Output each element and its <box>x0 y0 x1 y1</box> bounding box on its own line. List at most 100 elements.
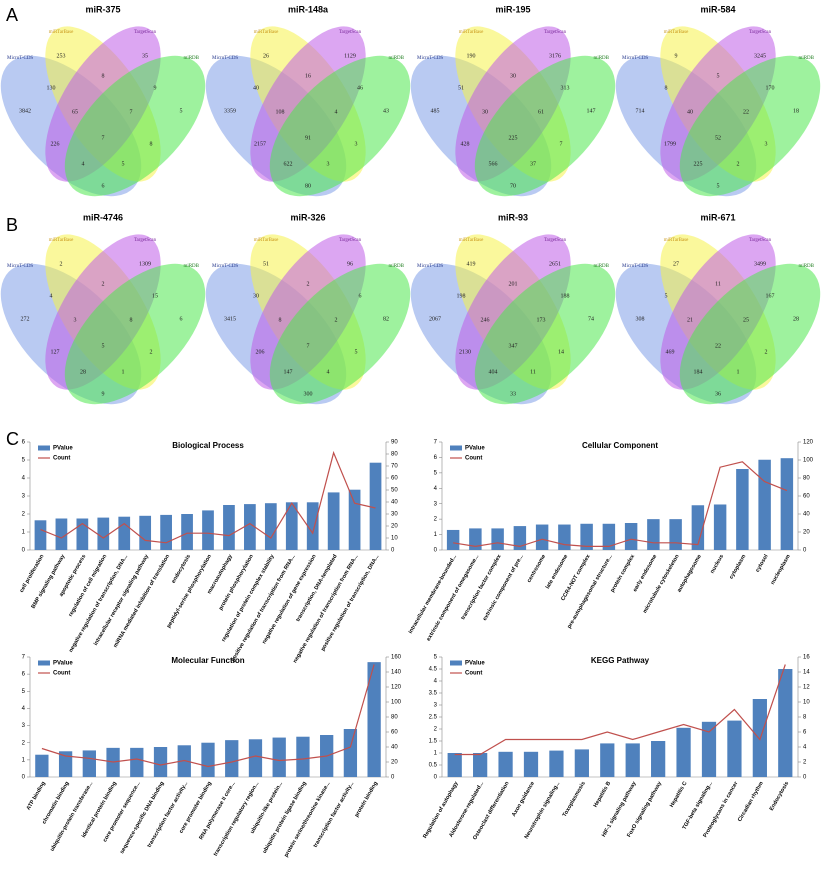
x-tick-label: autophagosome <box>676 554 702 594</box>
bar <box>264 503 277 550</box>
venn-count: 51 <box>458 85 464 91</box>
venn-count: 5 <box>717 183 720 189</box>
venn-count: 36 <box>715 391 721 397</box>
bar <box>736 469 749 550</box>
venn-title: miR-4746 <box>83 212 123 222</box>
bar <box>446 529 460 550</box>
x-tick-label: transcription, DNA-templated <box>295 554 338 623</box>
y-tick-label: 3 <box>22 494 26 500</box>
y-tick-label: 0.5 <box>429 763 438 769</box>
venn-count: 3 <box>355 141 358 147</box>
y2-tick-label: 14 <box>803 670 810 676</box>
venn-diagram: miR-93 MicroT-CDS miRTarBase TargetScan miRD… <box>410 212 616 405</box>
venn-set-label: TargetScan <box>544 238 567 243</box>
bar <box>625 743 640 777</box>
bar <box>181 514 193 550</box>
legend-label: PValue <box>465 446 485 452</box>
venn-set-label: TargetScan <box>339 30 362 35</box>
x-tick-label: transcription regulatory region... <box>213 780 261 857</box>
y2-tick-label: 40 <box>391 500 398 506</box>
y2-tick-label: 0 <box>391 775 395 781</box>
x-tick-label: nucleoplasm <box>770 554 792 586</box>
y2-tick-label: 20 <box>803 530 810 536</box>
venn-set-label: miRDB <box>798 56 814 61</box>
bar <box>624 523 638 550</box>
y2-tick-label: 80 <box>803 476 810 482</box>
venn-count: 74 <box>588 316 594 322</box>
bar <box>676 727 691 777</box>
venn-count: 246 <box>481 317 490 323</box>
bar <box>130 747 144 777</box>
venn-count: 22 <box>715 343 721 349</box>
venn-set-label: miRDB <box>183 264 199 269</box>
x-tick-label: protein binding <box>354 781 379 819</box>
bar <box>82 750 96 777</box>
venn-count: 9 <box>154 85 157 91</box>
venn-count: 108 <box>276 109 285 115</box>
y-tick-label: 3 <box>434 703 438 709</box>
y2-tick-label: 40 <box>391 745 398 751</box>
venn-count: 3 <box>327 161 330 167</box>
bar <box>669 519 682 550</box>
y-tick-label: 1 <box>22 757 26 763</box>
venn-set <box>64 263 206 405</box>
venn-count: 225 <box>509 135 518 141</box>
venn-count: 8 <box>130 317 133 323</box>
x-tick-label: Toxoplasmosis <box>562 781 587 818</box>
bar <box>473 753 488 777</box>
legend-label: Count <box>465 671 482 677</box>
venn-count: 5 <box>717 73 720 79</box>
venn-count: 714 <box>636 108 645 114</box>
x-tick-label: Endocytosis <box>769 781 791 812</box>
venn-count: 2 <box>307 281 310 287</box>
venn-count: 8 <box>279 317 282 323</box>
legend-label: PValue <box>53 661 73 667</box>
venn-count: 127 <box>51 349 60 355</box>
legend-label: PValue <box>465 661 485 667</box>
venn-count: 28 <box>793 316 799 322</box>
venn-set-label: miRDB <box>388 56 404 61</box>
venn-count: 52 <box>715 135 721 141</box>
venn-count: 3359 <box>224 108 236 114</box>
bar <box>535 524 549 550</box>
y-tick-label: 5 <box>434 655 438 661</box>
venn-set-label: miRTarBase <box>664 30 689 35</box>
x-tick-label: protein serine/threonine kinase... <box>283 780 332 858</box>
venn-count: 1799 <box>664 141 676 147</box>
venn-count: 188 <box>561 293 570 299</box>
y2-tick-label: 16 <box>803 655 810 661</box>
bar <box>651 741 666 777</box>
venn-count: 96 <box>347 261 353 267</box>
venn-diagram: miR-326 MicroT-CDS miRTarBase TargetScan miR… <box>205 212 411 405</box>
venn-count: 190 <box>467 53 476 59</box>
y-tick-label: 5 <box>22 689 26 695</box>
y2-tick-label: 120 <box>391 685 402 691</box>
venn-title: miR-93 <box>498 212 528 222</box>
bar <box>343 729 358 777</box>
bar <box>778 669 793 777</box>
venn-count: 16 <box>305 73 311 79</box>
bar <box>691 505 705 550</box>
venn-count: 30 <box>510 73 516 79</box>
bar <box>558 524 571 550</box>
venn-count: 428 <box>461 141 470 147</box>
venn-count: 28 <box>80 369 86 375</box>
venn-count: 30 <box>253 293 259 299</box>
venn-count: 1 <box>122 369 125 375</box>
bar <box>580 523 593 550</box>
y2-tick-label: 4 <box>803 745 807 751</box>
bar <box>523 751 539 777</box>
venn-count: 11 <box>530 369 536 375</box>
venn-count: 5 <box>122 161 125 167</box>
venn-count: 80 <box>305 183 311 189</box>
x-tick-label: pre-autophagosomal structure... <box>566 553 614 629</box>
venn-set-label: miRTarBase <box>664 238 689 243</box>
venn-count: 6 <box>180 316 183 322</box>
x-tick-label: extrinsic component of pre... <box>482 553 525 622</box>
legend-label: Count <box>465 456 482 462</box>
y2-tick-label: 6 <box>803 730 807 736</box>
x-tick-label: Hepatitis B <box>593 781 613 809</box>
venn-count: 622 <box>284 161 293 167</box>
venn-set-label: miRTarBase <box>459 238 484 243</box>
venn-set-label: TargetScan <box>339 238 362 243</box>
